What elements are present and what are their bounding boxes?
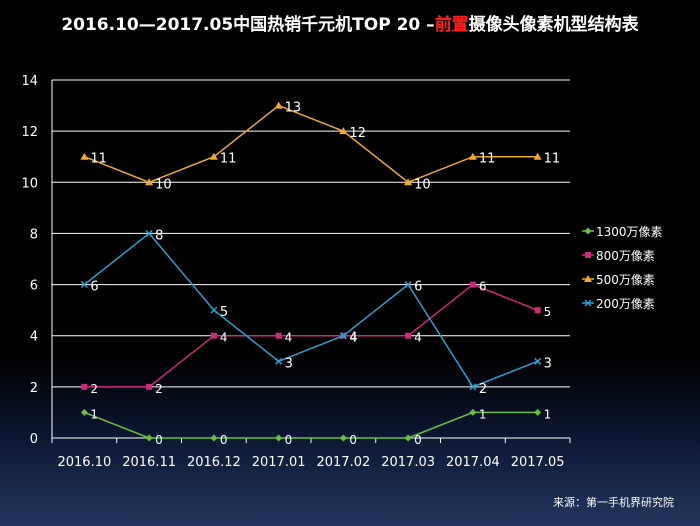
data-label: 11	[479, 152, 496, 167]
data-point	[145, 229, 153, 237]
data-point	[534, 408, 542, 416]
data-label: 6	[90, 280, 98, 295]
chart-title: 2016.10—2017.05中国热销千元机TOP 20 –前置摄像头像素机型结…	[0, 10, 700, 35]
data-point	[404, 178, 413, 186]
series-line	[83, 232, 538, 388]
x-tick-label: 2017.02	[316, 455, 370, 470]
data-label: 4	[285, 331, 293, 345]
data-label: 3	[544, 356, 552, 371]
data-label: 3	[285, 356, 293, 371]
data-point	[210, 306, 218, 314]
chart-title-part2: 摄像头像素机型结构表	[468, 15, 639, 35]
y-tick-label: 12	[21, 125, 38, 140]
y-tick-label: 14	[21, 74, 38, 89]
data-label: 6	[479, 280, 487, 294]
data-point	[468, 152, 477, 160]
data-label: 8	[155, 228, 163, 243]
data-point	[405, 332, 412, 339]
data-point	[534, 357, 542, 365]
data-point	[404, 281, 412, 289]
data-point	[339, 332, 347, 340]
legend-swatch-marker	[584, 275, 592, 282]
data-point	[339, 127, 348, 135]
data-label: 11	[90, 152, 107, 167]
data-point	[80, 152, 89, 160]
data-label: 1	[90, 407, 98, 421]
data-point	[80, 281, 88, 289]
data-label: 5	[220, 305, 228, 320]
y-tick-label: 4	[30, 330, 38, 345]
legend-swatch-marker	[585, 252, 591, 258]
x-tick-label: 2017.04	[446, 455, 500, 470]
y-tick-label: 10	[21, 176, 38, 191]
data-point	[339, 434, 347, 442]
x-tick-label: 2016.12	[187, 455, 241, 470]
x-tick-label: 2016.11	[122, 455, 176, 470]
data-point	[210, 332, 217, 339]
data-point	[534, 307, 541, 314]
chart-title-part1: 2016.10—2017.05中国热销千元机TOP 20 –	[61, 15, 435, 35]
y-tick-label: 8	[30, 227, 38, 242]
data-label: 0	[220, 433, 228, 447]
data-label: 5	[544, 305, 552, 319]
data-point	[80, 408, 88, 416]
x-tick-label: 2016.10	[57, 455, 111, 470]
data-label: 4	[349, 331, 357, 345]
data-point	[275, 332, 282, 339]
data-label: 1	[544, 407, 552, 421]
data-label: 6	[414, 280, 422, 295]
data-label: 2	[479, 382, 487, 397]
data-point	[275, 357, 283, 365]
data-point	[469, 408, 477, 416]
data-label: 0	[349, 433, 357, 447]
data-label: 2	[90, 382, 98, 396]
legend-swatch-marker	[584, 227, 592, 235]
y-tick-label: 2	[30, 381, 38, 396]
data-point	[274, 101, 283, 109]
y-tick-label: 6	[30, 279, 38, 294]
data-label: 11	[220, 152, 237, 167]
data-label: 10	[414, 177, 431, 192]
data-point	[209, 152, 218, 160]
legend-label: 200万像素	[596, 297, 655, 311]
legend-label: 1300万像素	[596, 225, 663, 239]
data-label: 4	[414, 331, 422, 345]
data-label: 4	[349, 331, 357, 346]
data-label: 13	[285, 101, 302, 116]
series-line	[84, 283, 538, 388]
x-tick-label: 2017.03	[381, 455, 435, 470]
data-label: 10	[155, 177, 172, 192]
y-tick-label: 0	[30, 432, 38, 447]
data-label: 1	[479, 407, 487, 421]
data-point	[145, 178, 154, 186]
x-tick-label: 2017.05	[511, 455, 565, 470]
data-point	[146, 383, 153, 390]
data-label: 0	[155, 433, 163, 447]
source-note: 来源：第一手机界研究院	[553, 496, 674, 509]
series-line	[84, 104, 538, 184]
chart-title-highlight: 前置	[434, 15, 469, 35]
data-label: 12	[349, 126, 366, 141]
data-point	[275, 434, 283, 442]
data-label: 2	[155, 382, 163, 396]
x-tick-label: 2017.01	[252, 455, 306, 470]
data-point	[404, 434, 412, 442]
data-point	[81, 383, 88, 390]
legend-label: 500万像素	[596, 273, 655, 287]
data-label: 4	[220, 331, 228, 345]
data-point	[533, 152, 542, 160]
data-point	[210, 434, 218, 442]
legend-swatch-marker	[584, 299, 592, 307]
series-line	[84, 411, 538, 439]
data-point	[145, 434, 153, 442]
legend-label: 800万像素	[596, 249, 655, 263]
data-label: 11	[544, 152, 561, 167]
data-label: 0	[285, 433, 293, 447]
data-point	[469, 281, 476, 288]
data-label: 0	[414, 433, 422, 447]
data-point	[469, 383, 477, 391]
